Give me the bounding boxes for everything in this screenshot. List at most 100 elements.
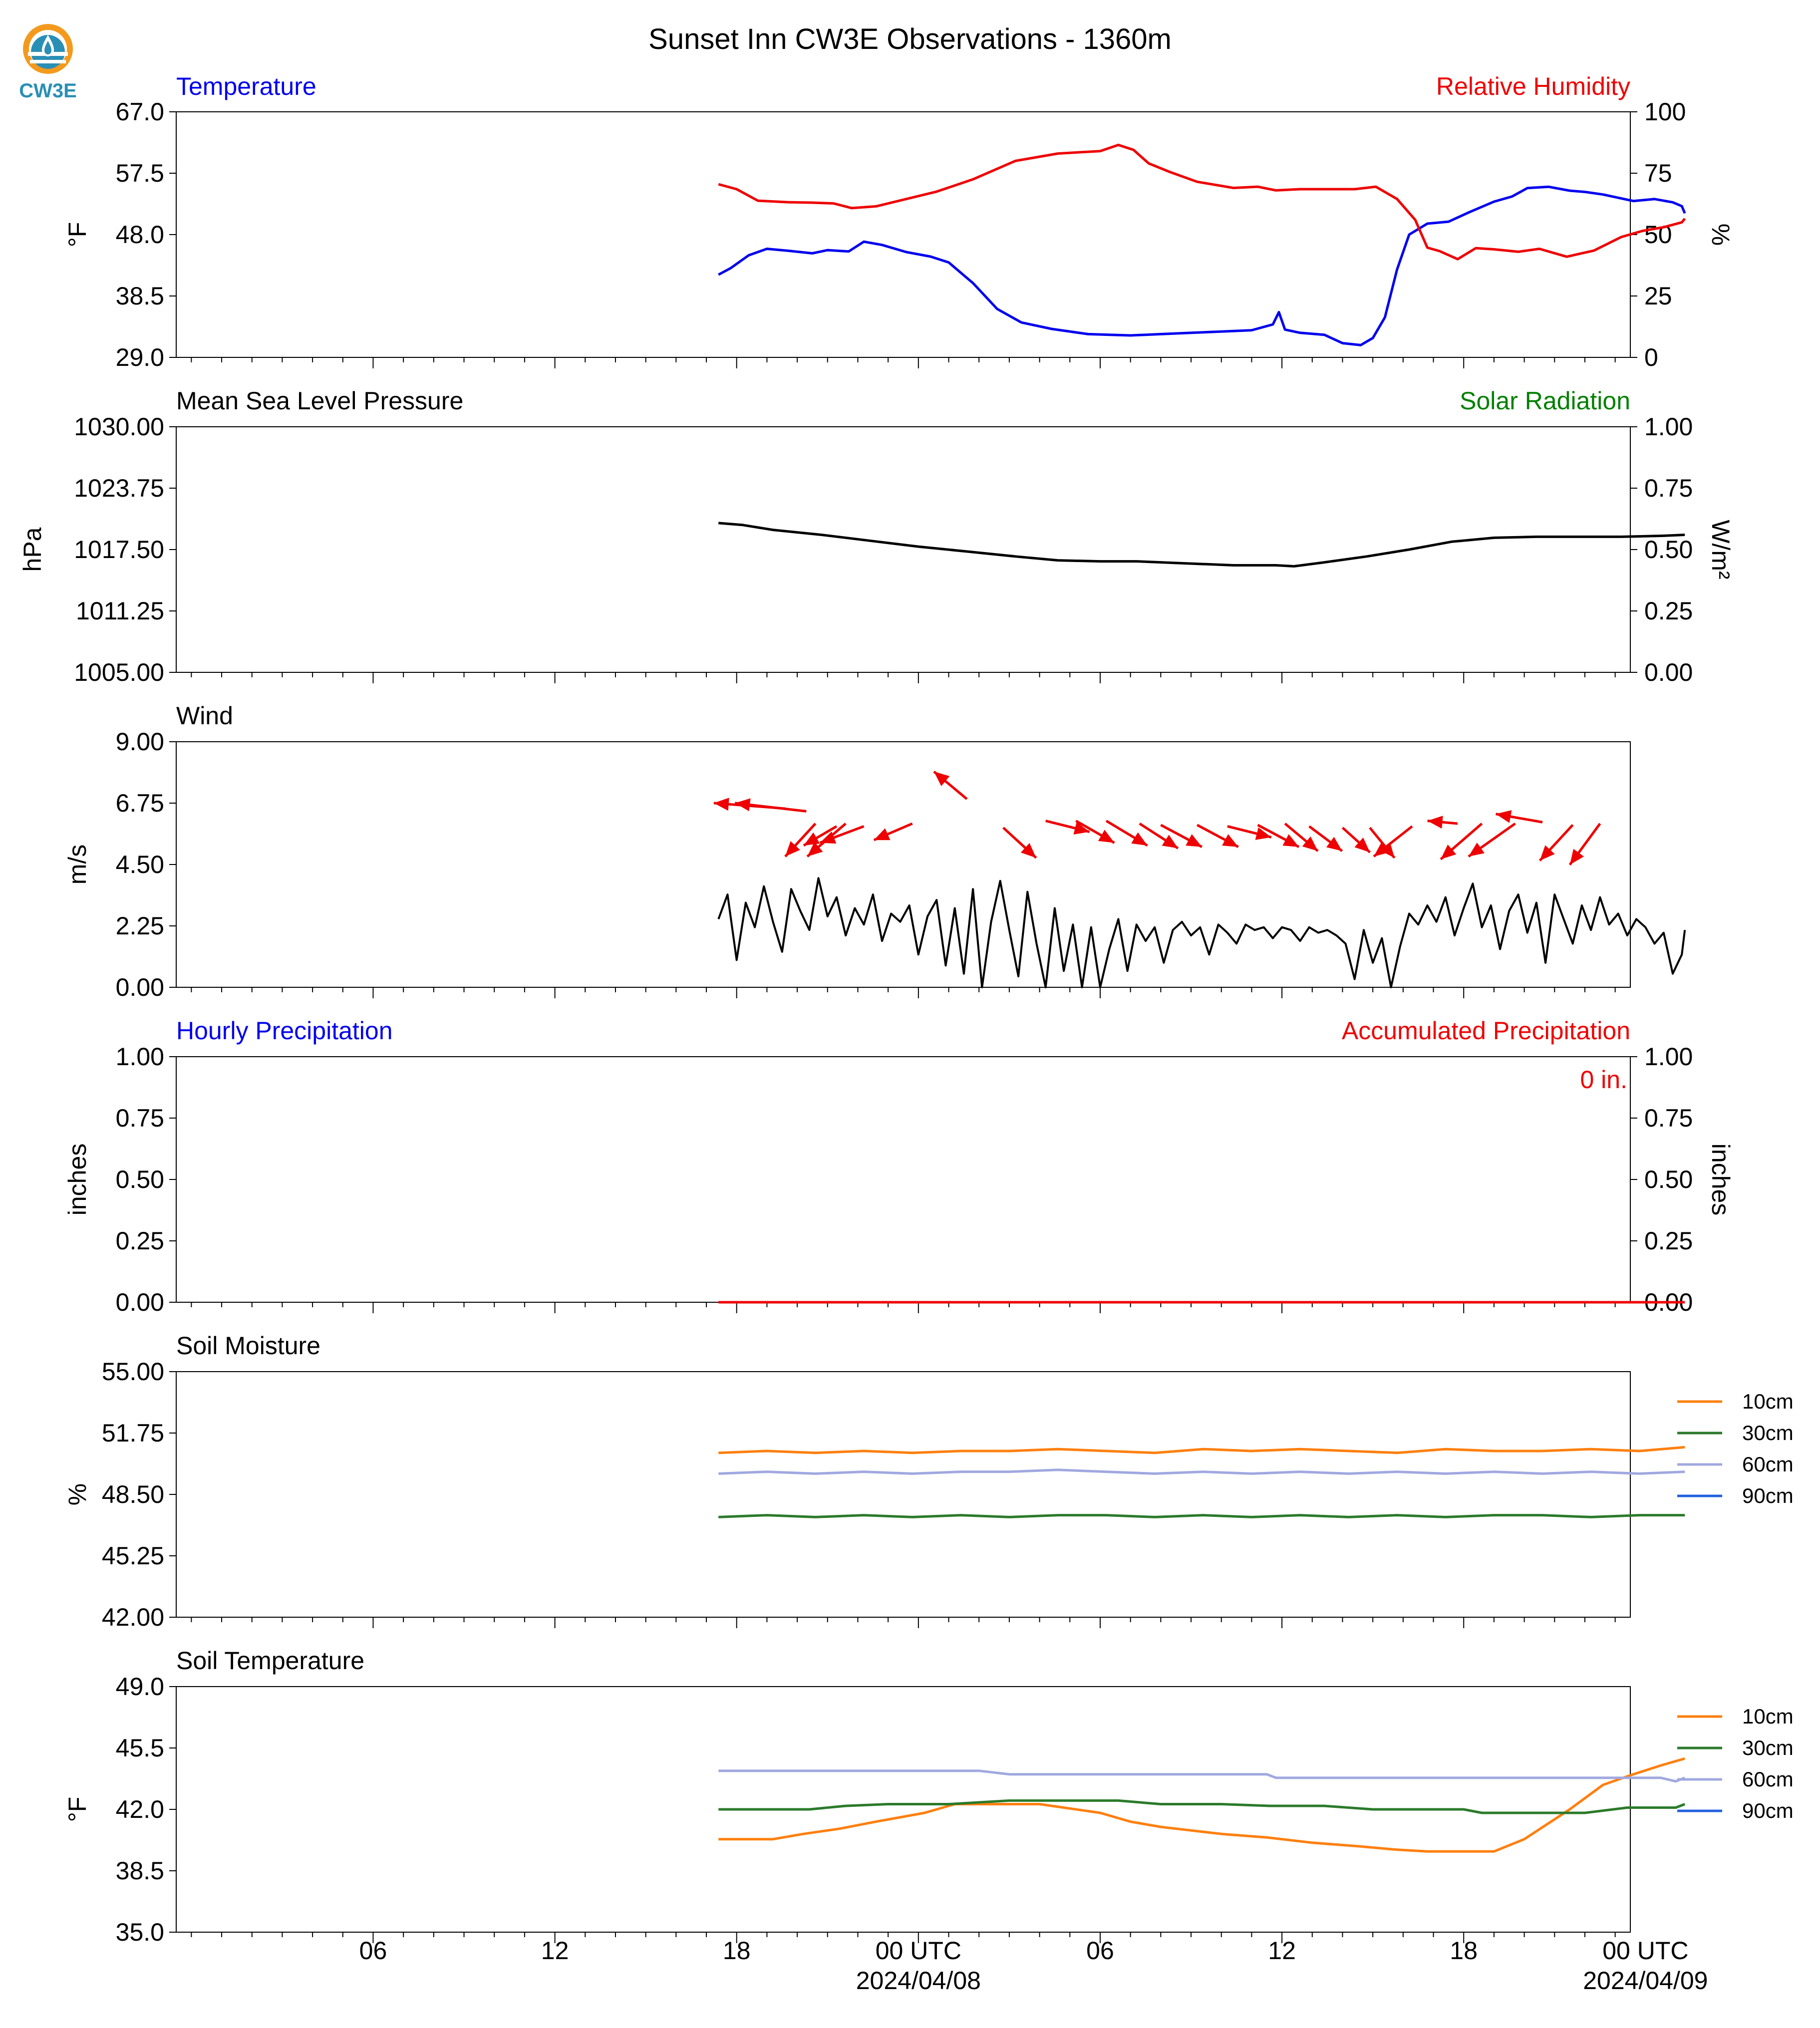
solar-axis-label: W/m² bbox=[1707, 520, 1735, 579]
wind-title: Wind bbox=[176, 702, 233, 730]
wind-direction-arrow bbox=[1105, 820, 1148, 847]
wind-arrow-head bbox=[735, 798, 751, 812]
logo-text: CW3E bbox=[19, 80, 77, 102]
wind-ytick: 9.00 bbox=[116, 728, 164, 756]
legend-label: 10cm bbox=[1742, 1705, 1794, 1728]
precip-ytick: 1.00 bbox=[116, 1043, 164, 1071]
wind-arrow-head bbox=[1441, 845, 1457, 860]
wind-direction-arrow bbox=[1257, 824, 1300, 848]
wind-direction-arrow bbox=[735, 798, 807, 813]
wind-direction-arrow bbox=[1284, 823, 1319, 852]
solar-ytick: 0.75 bbox=[1644, 474, 1693, 502]
solar-ytick: 0.00 bbox=[1644, 658, 1693, 686]
wind-ytick: 0.00 bbox=[116, 973, 164, 1001]
panel-temperature-humidity: Temperature Relative Humidity 67.0 57.5 … bbox=[63, 72, 1735, 371]
series-line-wind-speed bbox=[717, 877, 1686, 988]
soil-temp-ytick: 38.5 bbox=[116, 1857, 164, 1885]
wind-arrow-head bbox=[807, 842, 823, 857]
legend-label: 90cm bbox=[1742, 1484, 1794, 1507]
series-line-temperature bbox=[718, 185, 1686, 346]
wind-arrow-head bbox=[713, 798, 729, 811]
accumulated-precip-title: Accumulated Precipitation bbox=[1342, 1017, 1630, 1045]
wind-direction-arrow bbox=[873, 822, 913, 842]
rh-ytick: 0 bbox=[1644, 343, 1658, 371]
pressure-title: Mean Sea Level Pressure bbox=[176, 387, 463, 415]
wind-arrow-head bbox=[933, 771, 950, 786]
series-line-mean-sea-level-pressure bbox=[718, 522, 1685, 568]
soil-moisture-ytick: 51.75 bbox=[102, 1419, 164, 1447]
pressure-axis-label: hPa bbox=[18, 527, 46, 572]
series-line-10cm bbox=[718, 1757, 1685, 1853]
soil-moisture-title: Soil Moisture bbox=[176, 1332, 320, 1360]
solar-ytick: 0.25 bbox=[1644, 597, 1693, 625]
wind-ytick: 4.50 bbox=[116, 851, 164, 878]
wind-arrow-head bbox=[1326, 837, 1342, 851]
legend-label: 90cm bbox=[1742, 1799, 1794, 1822]
pressure-ytick: 1011.25 bbox=[76, 597, 164, 625]
temp-ytick: 67.0 bbox=[116, 98, 164, 126]
soil-moisture-legend: 10cm 30cm 60cm 90cm bbox=[1677, 1390, 1794, 1507]
rh-ytick: 100 bbox=[1644, 98, 1686, 126]
wind-direction-arrow bbox=[933, 770, 968, 800]
series-line-60cm bbox=[718, 1769, 1686, 1783]
panel-soil-temperature: Soil Temperature 49.0 45.5 42.0 38.5 35.… bbox=[63, 1647, 1794, 1946]
wind-direction-arrow bbox=[1196, 824, 1239, 848]
rh-ytick: 75 bbox=[1644, 159, 1672, 187]
wind-direction-arrow bbox=[1139, 822, 1179, 850]
solar-yticks: 1.00 0.75 0.50 0.25 0.00 bbox=[1644, 413, 1693, 686]
panel-soil-moisture: Soil Moisture 55.00 51.75 48.50 45.25 42… bbox=[63, 1332, 1794, 1631]
temp-ytick: 48.0 bbox=[116, 221, 164, 249]
legend-label: 10cm bbox=[1742, 1390, 1794, 1413]
wind-direction-arrow bbox=[1496, 810, 1543, 824]
wind-direction-arrow bbox=[1160, 824, 1203, 848]
acc-precip-ytick: 0.25 bbox=[1644, 1227, 1693, 1255]
precip-ytick: 0.50 bbox=[116, 1165, 164, 1193]
solar-ytick: 0.50 bbox=[1644, 536, 1693, 564]
wind-direction-arrow bbox=[1075, 820, 1115, 844]
x-date-label: 2024/04/08 bbox=[856, 1967, 981, 1995]
humidity-yticks: 100 75 50 25 0 bbox=[1644, 98, 1686, 371]
wind-arrow-head bbox=[1468, 843, 1485, 857]
pressure-ytick: 1023.75 bbox=[74, 474, 164, 502]
acc-precip-ytick: 1.00 bbox=[1644, 1043, 1693, 1071]
wind-arrow-head bbox=[1302, 836, 1318, 851]
soil-moisture-ytick: 55.00 bbox=[102, 1358, 164, 1386]
wind-arrow-head bbox=[1222, 834, 1238, 847]
wind-arrow-head bbox=[785, 841, 800, 857]
series-line-30cm bbox=[718, 1514, 1685, 1518]
figure-title: Sunset Inn CW3E Observations - 1360m bbox=[648, 23, 1172, 55]
x-tick-label: 00 UTC bbox=[1602, 1937, 1688, 1965]
wind-arrow-head bbox=[1569, 849, 1584, 865]
wind-ytick: 2.25 bbox=[116, 912, 164, 940]
panel-wind: Wind 9.00 6.75 4.50 2.25 0.00 m/s bbox=[63, 702, 233, 1001]
wind-arrow-head bbox=[1098, 830, 1115, 843]
series-line-10cm bbox=[718, 1446, 1685, 1454]
panel-precipitation: Hourly Precipitation Accumulated Precipi… bbox=[63, 1017, 1735, 1316]
wind-direction-arrow bbox=[1002, 827, 1037, 859]
wind-direction-arrow bbox=[1568, 823, 1601, 866]
wind-arrow-head bbox=[1539, 845, 1555, 861]
wind-direction-arrow bbox=[1341, 827, 1371, 854]
wind-direction-arrow bbox=[819, 825, 865, 844]
panel-pressure-solar: Mean Sea Level Pressure Solar Radiation … bbox=[18, 387, 1735, 686]
series-line-30cm bbox=[718, 1799, 1686, 1814]
temp-ytick: 57.5 bbox=[116, 159, 164, 187]
rh-ytick: 25 bbox=[1644, 282, 1672, 310]
temperature-title: Temperature bbox=[176, 72, 316, 100]
wind-arrow-head bbox=[803, 832, 820, 846]
pressure-yticks: 1030.00 1023.75 1017.50 1011.25 1005.00 bbox=[74, 413, 164, 686]
solar-ytick: 1.00 bbox=[1644, 413, 1693, 441]
wind-direction-arrow bbox=[803, 825, 838, 847]
soil-temperature-title: Soil Temperature bbox=[176, 1647, 364, 1675]
wind-direction-arrow bbox=[1308, 825, 1343, 852]
chart-marks bbox=[169, 111, 1686, 1943]
pressure-ytick: 1030.00 bbox=[74, 413, 164, 441]
wind-arrow-head bbox=[1186, 834, 1202, 847]
legend-label: 60cm bbox=[1742, 1452, 1794, 1476]
wind-arrow-head bbox=[1073, 822, 1090, 835]
wind-direction-arrow bbox=[1227, 825, 1272, 840]
wind-ytick: 6.75 bbox=[116, 789, 164, 817]
x-tick-labels: 06 12 18 00 UTC 06 12 18 00 UTC 2024/04/… bbox=[359, 1937, 1708, 1995]
x-date-label: 2024/04/09 bbox=[1583, 1967, 1708, 1995]
